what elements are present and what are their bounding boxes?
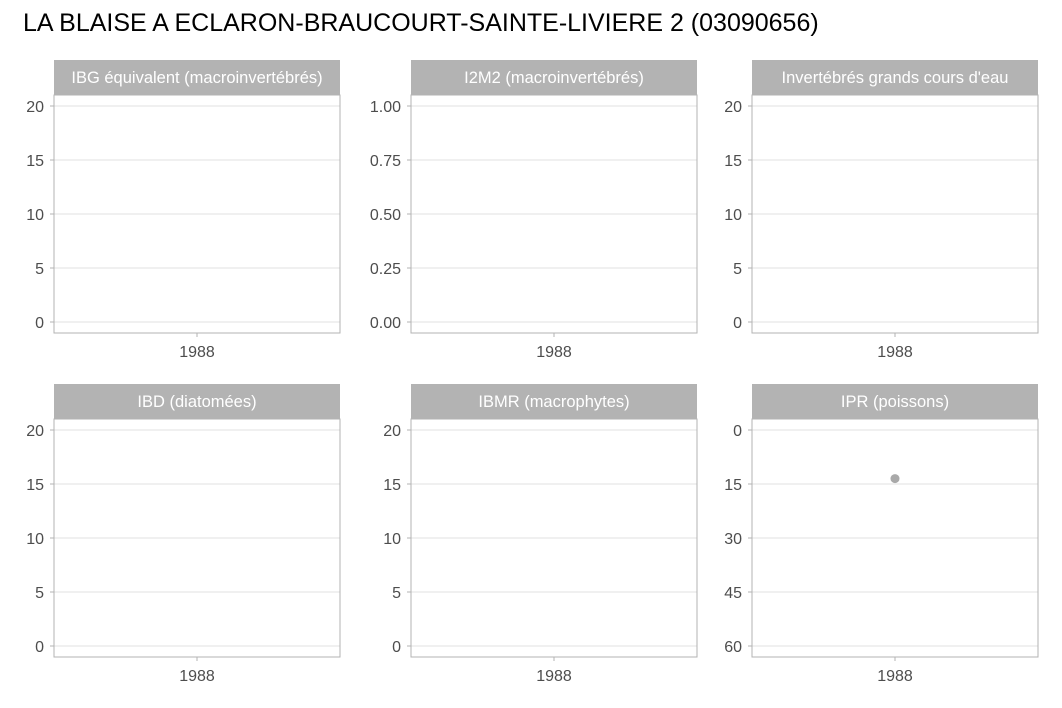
y-tick-label: 20 xyxy=(383,423,401,440)
y-tick-label: 15 xyxy=(26,477,44,494)
y-tick-label: 10 xyxy=(724,207,742,224)
y-tick-label: 0 xyxy=(392,639,401,656)
figure-title: LA BLAISE A ECLARON-BRAUCOURT-SAINTE-LIV… xyxy=(23,9,819,37)
y-tick-label: 0.00 xyxy=(370,315,401,332)
facet-panel: IBD (diatomées) 0 5 10 15 20 1988 xyxy=(26,384,341,685)
y-tick-label: 1.00 xyxy=(370,99,401,116)
y-tick-label: 0.75 xyxy=(370,153,401,170)
facet-panel: IPR (poissons) 0 15 30 45 60 1988 xyxy=(724,384,1039,685)
facet-panel: I2M2 (macroinvertébrés) 0.00 0.25 0.50 0.75 1… xyxy=(370,60,698,361)
y-tick-label: 5 xyxy=(35,585,44,602)
facet-strip xyxy=(54,60,340,95)
x-tick-label: 1988 xyxy=(877,344,913,361)
y-tick-label: 45 xyxy=(724,585,742,602)
panel-border xyxy=(751,94,1039,334)
facet-strip-label: IBD (diatomées) xyxy=(137,393,256,411)
y-tick-label: 15 xyxy=(26,153,44,170)
y-tick-label: 20 xyxy=(26,99,44,116)
y-tick-label: 15 xyxy=(724,477,742,494)
panel-border xyxy=(410,94,698,334)
x-tick-label: 1988 xyxy=(179,668,215,685)
panel-border xyxy=(410,418,698,658)
y-tick-label: 20 xyxy=(724,99,742,116)
y-tick-label: 15 xyxy=(383,477,401,494)
y-tick-label: 0.50 xyxy=(370,207,401,224)
y-tick-label: 0 xyxy=(35,639,44,656)
panel-border xyxy=(53,94,341,334)
y-tick-label: 15 xyxy=(724,153,742,170)
x-tick-label: 1988 xyxy=(877,668,913,685)
y-tick-label: 20 xyxy=(26,423,44,440)
facet-strip-label: IBMR (macrophytes) xyxy=(478,393,629,411)
facet-panel: IBMR (macrophytes) 0 5 10 15 20 1988 xyxy=(383,384,698,685)
facet-strip xyxy=(411,384,697,419)
x-tick-label: 1988 xyxy=(536,668,572,685)
facet-strip-label: Invertébrés grands cours d'eau xyxy=(782,69,1009,87)
facet-panel: Invertébrés grands cours d'eau 0 5 10 15 20 19… xyxy=(724,60,1039,361)
facet-strip xyxy=(411,60,697,95)
facet-strip xyxy=(54,384,340,419)
y-tick-label: 5 xyxy=(733,261,742,278)
y-tick-label: 0 xyxy=(733,315,742,332)
x-tick-label: 1988 xyxy=(536,344,572,361)
facet-strip-label: IPR (poissons) xyxy=(841,393,949,411)
panel-border xyxy=(53,418,341,658)
facet-grid: IBG équivalent (macroinvertébrés) 0 5 10 15 2… xyxy=(26,60,1039,685)
facet-strip-label: I2M2 (macroinvertébrés) xyxy=(464,69,644,87)
y-tick-label: 0 xyxy=(35,315,44,332)
y-tick-label: 0.25 xyxy=(370,261,401,278)
facet-panel: IBG équivalent (macroinvertébrés) 0 5 10 15 2… xyxy=(26,60,341,361)
y-tick-label: 5 xyxy=(392,585,401,602)
x-tick-label: 1988 xyxy=(179,344,215,361)
facet-strip xyxy=(752,384,1038,419)
y-tick-label: 60 xyxy=(724,639,742,656)
y-tick-label: 10 xyxy=(26,207,44,224)
facet-strip xyxy=(752,60,1038,95)
y-tick-label: 30 xyxy=(724,531,742,548)
y-tick-label: 10 xyxy=(383,531,401,548)
data-point xyxy=(890,474,900,484)
y-tick-label: 0 xyxy=(733,423,742,440)
panel-border xyxy=(751,418,1039,658)
facet-strip-label: IBG équivalent (macroinvertébrés) xyxy=(71,69,322,87)
y-tick-label: 10 xyxy=(26,531,44,548)
y-tick-label: 5 xyxy=(35,261,44,278)
